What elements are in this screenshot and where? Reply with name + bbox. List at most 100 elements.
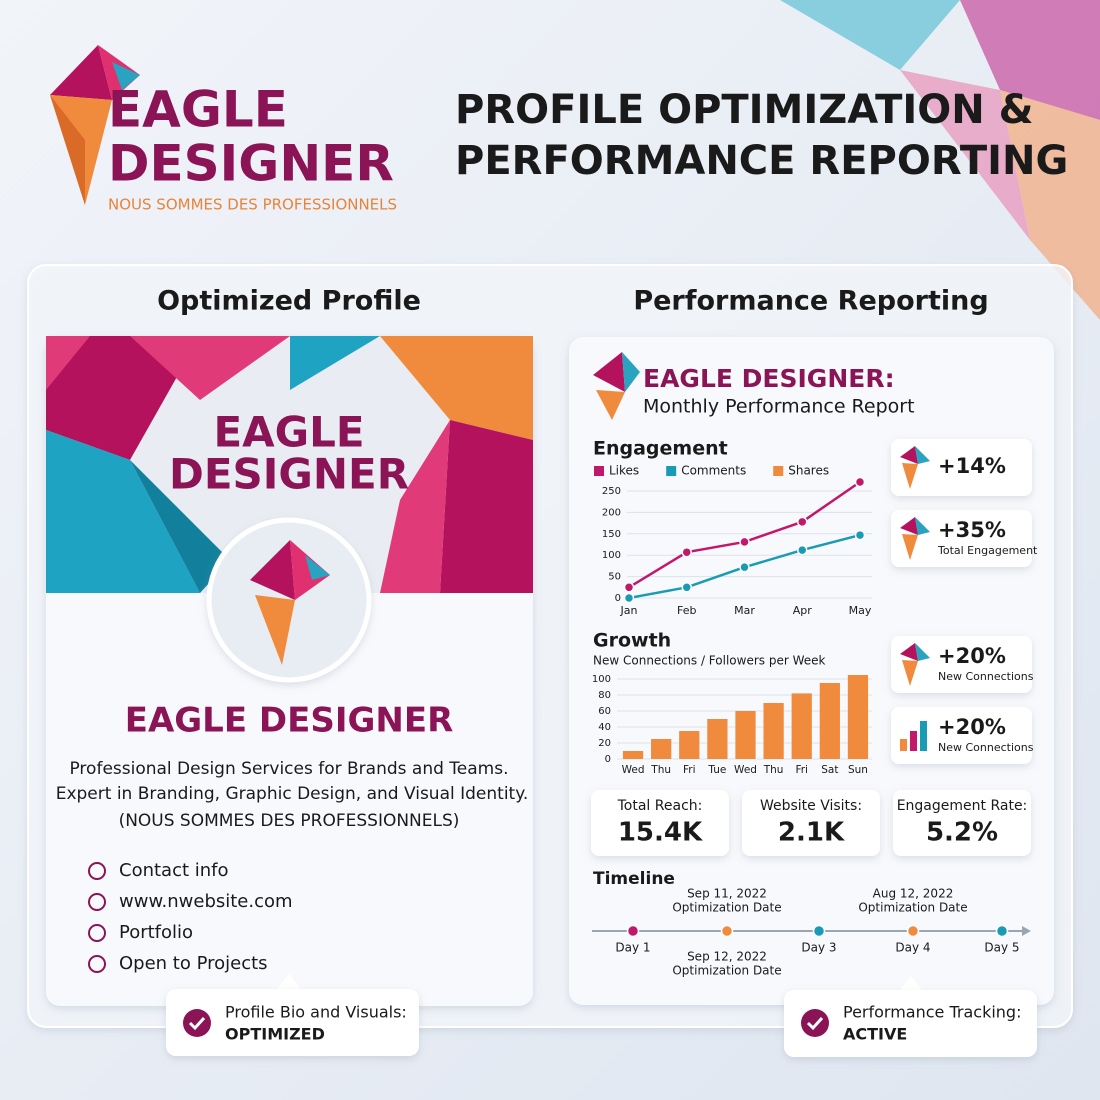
stat-value: +20% bbox=[938, 715, 1006, 739]
y-tick-label: 40 bbox=[598, 722, 611, 733]
x-tick-label: Sat bbox=[821, 764, 838, 776]
chart-title: Growth bbox=[593, 630, 671, 652]
event-note: Optimization Date bbox=[672, 901, 781, 915]
metric-value: 15.4K bbox=[618, 818, 703, 848]
contact-item: Portfolio bbox=[119, 922, 193, 943]
x-tick-label: Thu bbox=[650, 764, 671, 776]
chart-subtitle: New Connections / Followers per Week bbox=[593, 654, 826, 668]
banner bbox=[46, 336, 533, 593]
line-point bbox=[623, 592, 635, 604]
metric-label: Website Visits: bbox=[760, 798, 862, 814]
line-point bbox=[854, 529, 866, 541]
bar bbox=[651, 739, 672, 759]
legend-label: Shares bbox=[788, 464, 829, 478]
check-icon bbox=[801, 1009, 829, 1037]
day-label: Day 1 bbox=[615, 941, 650, 955]
line-point bbox=[681, 546, 692, 558]
stat-icon bbox=[902, 463, 918, 489]
banner-text: EAGLE bbox=[213, 408, 364, 457]
legend-label: Comments bbox=[681, 464, 746, 478]
badge-pointer bbox=[276, 974, 302, 990]
check-icon bbox=[188, 1016, 206, 1031]
event-date: Sep 12, 2022 bbox=[687, 950, 767, 964]
stat-icon bbox=[900, 446, 918, 464]
bio-line: Expert in Branding, Graphic Design, and … bbox=[56, 784, 529, 804]
y-tick-label: 0 bbox=[615, 593, 621, 604]
contact-icon bbox=[88, 924, 106, 942]
x-tick-label: Feb bbox=[677, 604, 696, 617]
timeline-dot bbox=[812, 924, 826, 938]
y-tick-label: 20 bbox=[598, 738, 611, 749]
title-line: PERFORMANCE REPORTING bbox=[455, 138, 1068, 184]
contact-item: Open to Projects bbox=[119, 953, 268, 974]
bar bbox=[763, 703, 784, 759]
stat-label: New Connections bbox=[938, 741, 1034, 754]
bar bbox=[847, 675, 869, 759]
bar bbox=[622, 751, 644, 759]
stat-value: +14% bbox=[938, 454, 1006, 478]
report-brand: EAGLE DESIGNER: bbox=[643, 364, 895, 393]
contact-item: www.nwebsite.com bbox=[119, 891, 293, 912]
y-tick-label: 50 bbox=[608, 572, 621, 583]
metric-value: 5.2% bbox=[926, 818, 998, 848]
check-icon bbox=[806, 1016, 824, 1031]
engagement-chart: 0 50 100 150 200 250 Jan Feb Mar Apr May Likes Comme… bbox=[594, 464, 872, 617]
line-point bbox=[623, 582, 635, 593]
logo-mark bbox=[50, 45, 140, 205]
metric-card bbox=[742, 790, 880, 856]
y-tick-label: 100 bbox=[602, 550, 621, 561]
chart-title: Engagement bbox=[593, 438, 728, 460]
logo-top: EAGLE bbox=[108, 81, 288, 139]
stat-icon bbox=[915, 446, 930, 464]
badge-label: Performance Tracking: bbox=[843, 1003, 1021, 1022]
x-tick-label: Jan bbox=[620, 604, 638, 617]
badge-pointer bbox=[898, 976, 924, 992]
timeline-dot bbox=[720, 924, 734, 938]
contact-icon bbox=[88, 862, 106, 880]
banner-text: DESIGNER bbox=[169, 450, 409, 499]
event-note: Optimization Date bbox=[858, 901, 967, 915]
contact-icon bbox=[88, 893, 106, 911]
y-tick-label: 100 bbox=[592, 674, 611, 685]
logo-bottom: DESIGNER bbox=[108, 135, 394, 193]
bar bbox=[791, 693, 812, 759]
profile-name: EAGLE DESIGNER bbox=[125, 701, 454, 741]
line-point bbox=[739, 536, 750, 548]
x-tick-label: Apr bbox=[793, 604, 813, 617]
stat-value: +20% bbox=[938, 644, 1006, 668]
day-label: Day 3 bbox=[801, 941, 836, 955]
event-date: Sep 11, 2022 bbox=[687, 887, 767, 901]
stat-icon bbox=[900, 739, 907, 751]
metric-label: Engagement Rate: bbox=[897, 798, 1028, 814]
timeline-dot bbox=[626, 924, 640, 938]
metric-card bbox=[893, 790, 1031, 856]
x-tick-label: Wed bbox=[622, 764, 645, 776]
x-tick-label: Sun bbox=[848, 764, 868, 776]
metric-value: 2.1K bbox=[778, 818, 845, 848]
corner-shapes bbox=[780, 0, 1100, 320]
contact-item: Contact info bbox=[119, 860, 229, 881]
y-tick-label: 80 bbox=[598, 690, 611, 701]
legend-swatch bbox=[594, 466, 604, 476]
metric-label: Total Reach: bbox=[617, 798, 703, 814]
event-note: Optimization Date bbox=[672, 964, 781, 978]
stat-icon bbox=[920, 721, 927, 751]
x-tick-label: Mar bbox=[734, 604, 755, 617]
bar bbox=[735, 711, 756, 759]
stat-value: +35% bbox=[938, 518, 1006, 542]
metric-card bbox=[591, 790, 729, 856]
stat-cards: +14% +35% Total Engagement +20% New Connecti… bbox=[891, 439, 1038, 764]
bio-line: Professional Design Services for Brands … bbox=[69, 759, 508, 779]
metric-cards: Total Reach: 15.4K Website Visits: 2.1K Enga… bbox=[591, 790, 1031, 856]
badge-status: OPTIMIZED bbox=[225, 1025, 325, 1044]
x-tick-label: Tue bbox=[707, 764, 726, 776]
x-tick-label: Thu bbox=[763, 764, 784, 776]
line-point bbox=[739, 561, 750, 573]
stat-icon bbox=[910, 731, 917, 751]
stat-card bbox=[891, 510, 1032, 567]
report-subtitle: Monthly Performance Report bbox=[643, 396, 915, 418]
legend-swatch bbox=[666, 466, 677, 476]
status-badge bbox=[784, 990, 1037, 1057]
x-tick-label: May bbox=[849, 604, 872, 617]
bar bbox=[679, 731, 700, 759]
